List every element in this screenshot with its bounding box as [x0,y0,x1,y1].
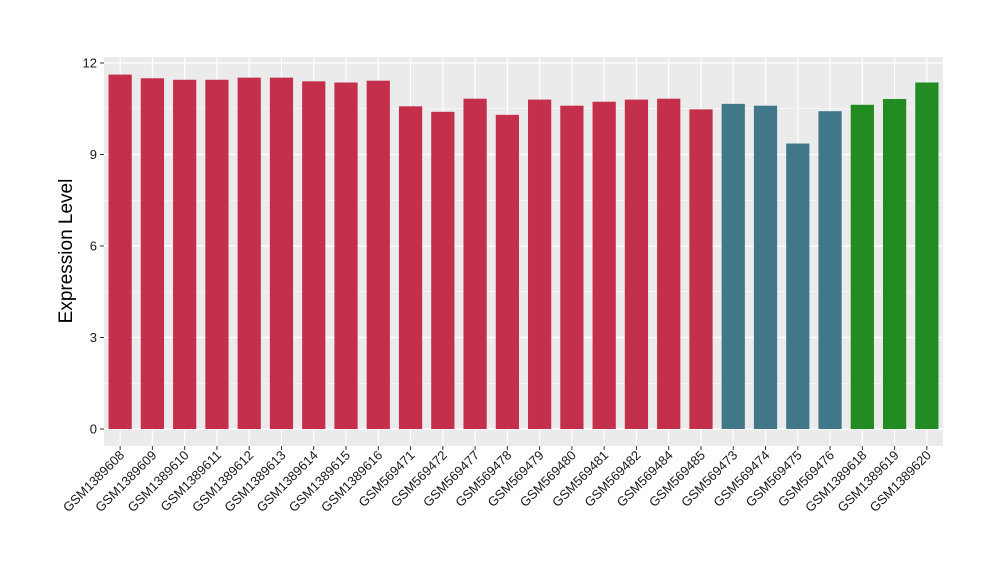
bar [528,99,552,429]
y-tick-label: 0 [90,422,97,437]
bar [560,105,584,429]
y-tick-label: 6 [90,239,97,254]
bar [495,114,519,429]
y-tick-label: 3 [90,330,97,345]
bar [624,99,649,429]
bar [140,78,165,429]
bar [689,109,713,430]
y-tick-label: 12 [83,56,97,71]
bar [108,74,132,429]
bar [882,98,907,430]
bar [334,82,358,430]
bars [108,74,939,430]
bar [431,111,455,430]
bar [366,80,390,429]
bar [850,104,874,429]
bar [786,143,810,429]
x-axis: GSM1389608GSM1389609GSM1389610GSM1389611… [60,446,934,515]
bar [237,77,261,429]
plot-panel [104,57,943,446]
bar [173,79,197,430]
y-tick-label: 9 [90,147,97,162]
bar [398,106,423,429]
y-axis: 0 3 6 9 12 [83,56,104,437]
bar [721,103,745,430]
bar [592,101,616,430]
bar [915,82,939,430]
bar [269,77,294,429]
bar [302,81,326,430]
bar [205,79,229,430]
bar [818,111,842,429]
bar [753,105,778,429]
bar [463,98,487,429]
y-axis-title: Expression Level [56,179,77,324]
bar [657,98,681,429]
